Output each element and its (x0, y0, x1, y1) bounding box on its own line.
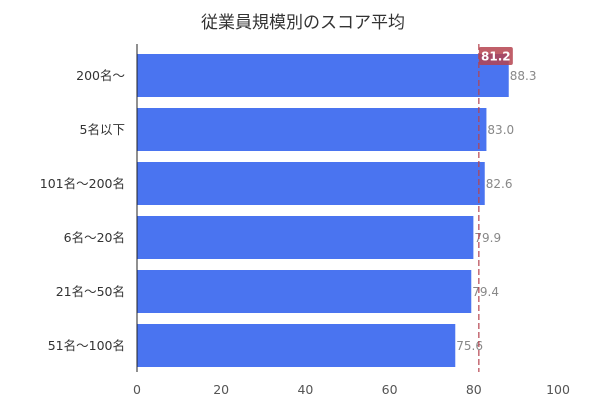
category-labels: 200名～ 5名以下 101名～200名 6名～20名 21名～50名 51名～100名 (40, 68, 125, 353)
x-tick-label: 80 (466, 382, 482, 397)
value-label: 79.4 (472, 285, 499, 299)
chart-title: 従業員規模別のスコア平均 (201, 13, 405, 33)
x-tick-label: 40 (297, 382, 313, 397)
value-label: 83.0 (487, 123, 514, 137)
value-label: 82.6 (486, 177, 513, 191)
category-label: 101名～200名 (40, 176, 125, 191)
x-tick-label: 60 (382, 382, 398, 397)
category-label: 21名～50名 (56, 284, 125, 299)
value-label: 79.9 (474, 231, 501, 245)
category-label: 5名以下 (80, 122, 125, 137)
bar (137, 54, 509, 97)
x-tick-label: 0 (133, 382, 141, 397)
reference-line-group: 81.2 (478, 44, 513, 372)
value-label: 88.3 (510, 69, 537, 83)
bar (137, 216, 474, 259)
reference-label: 81.2 (481, 50, 511, 64)
reference-badge (478, 47, 513, 65)
category-label: 200名～ (76, 68, 125, 83)
bar (137, 108, 487, 151)
category-label: 6名～20名 (64, 230, 125, 245)
value-label: 75.6 (456, 339, 483, 353)
category-label: 51名～100名 (48, 338, 125, 353)
value-labels: 88.3 83.0 82.6 79.9 79.4 75.6 (456, 69, 536, 353)
x-tick-label: 20 (213, 382, 229, 397)
x-tick-label: 100 (546, 382, 570, 397)
bar (137, 270, 472, 313)
bar (137, 324, 456, 367)
bar (137, 162, 485, 205)
bars-group (137, 54, 509, 367)
x-axis-ticks: 0 20 40 60 80 100 (133, 382, 570, 397)
